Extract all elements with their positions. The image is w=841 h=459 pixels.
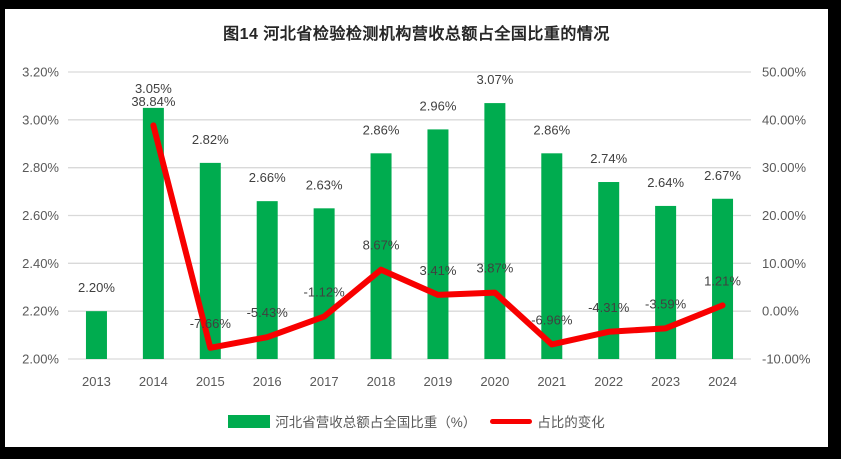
x-axis-label: 2018 [367,374,396,389]
line-value-label: 1.21% [704,273,741,288]
bar-value-label: 2.66% [249,170,286,185]
left-axis-tick: 2.60% [22,208,59,223]
bar [370,153,392,359]
right-axis-tick: -10.00% [762,352,811,367]
x-axis-label: 2017 [310,374,339,389]
right-axis-tick: 50.00% [762,65,807,80]
bar [712,198,734,359]
bar-series-legend-label: 河北省营收总额占全国比重（%） [275,415,477,430]
bar [142,107,164,359]
bar [427,129,449,359]
x-axis-label: 2014 [139,374,168,389]
bar [598,182,620,359]
left-axis-tick: 2.00% [22,352,59,367]
bar-value-label: 3.07% [476,72,513,87]
bar [85,311,107,359]
x-axis-label: 2016 [253,374,282,389]
x-axis-label: 2019 [423,374,452,389]
line-value-label: 38.84% [131,94,176,109]
line-series-legend-label: 占比的变化 [537,415,605,430]
line-value-label: 8.67% [363,238,400,253]
left-axis-tick: 3.00% [22,112,59,127]
right-axis-tick: 30.00% [762,160,807,175]
line-value-label: 3.87% [476,261,513,276]
bar-value-label: 2.86% [533,122,570,137]
line-value-label: -3.59% [645,296,687,311]
x-axis-label: 2021 [537,374,566,389]
bar-value-label: 2.96% [420,98,457,113]
bar [655,205,677,359]
left-axis-tick: 2.20% [22,304,59,319]
combo-chart: 3.20% 50.00% 3.00% 40.00% 2.80% 30.00% 2.60% 20… [22,65,811,390]
x-axis-label: 2015 [196,374,225,389]
bar-value-label: 2.20% [78,280,115,295]
x-axis-label: 2013 [82,374,111,389]
bar-value-label: 2.67% [704,168,741,183]
bar [541,153,563,359]
line-value-label: -6.96% [531,312,573,327]
change-line [150,122,726,351]
bar-value-label: 2.86% [363,122,400,137]
bar [256,201,278,359]
bar [484,103,506,359]
left-axis-tick: 2.40% [22,256,59,271]
line-series-swatch-icon [490,418,533,424]
line-value-label: -1.12% [304,285,346,300]
bar-value-label: 2.63% [306,177,343,192]
bar-value-label: 2.82% [192,132,229,147]
chart-panel: 图14 河北省检验检测机构营收总额占全国比重的情况 3.20% 50.00% 3.0… [5,9,828,447]
left-axis-tick: 2.80% [22,160,59,175]
x-axis-label: 2023 [651,374,680,389]
bar-series-swatch-icon [228,414,271,428]
right-axis-tick: 40.00% [762,112,807,127]
x-axis-label: 2020 [480,374,509,389]
right-axis-tick: 0.00% [762,304,799,319]
bar-value-label: 2.64% [647,175,684,190]
bar-value-label: 3.05% [135,81,172,96]
line-value-label: -5.43% [247,305,289,320]
chart-legend: 河北省营收总额占全国比重（%） 占比的变化 [5,411,828,431]
chart-title: 图14 河北省检验检测机构营收总额占全国比重的情况 [223,26,610,43]
bar-value-label: 2.74% [590,151,627,166]
right-axis-tick: 10.00% [762,256,807,271]
line-value-label: -4.31% [588,300,630,315]
line-value-label: -7.66% [190,316,232,331]
line-value-label: 3.41% [420,263,457,278]
left-axis-tick: 3.20% [22,65,59,80]
right-axis-tick: 20.00% [762,208,807,223]
x-axis-label: 2022 [594,374,623,389]
x-axis-label: 2024 [708,374,737,389]
bar [199,162,221,359]
